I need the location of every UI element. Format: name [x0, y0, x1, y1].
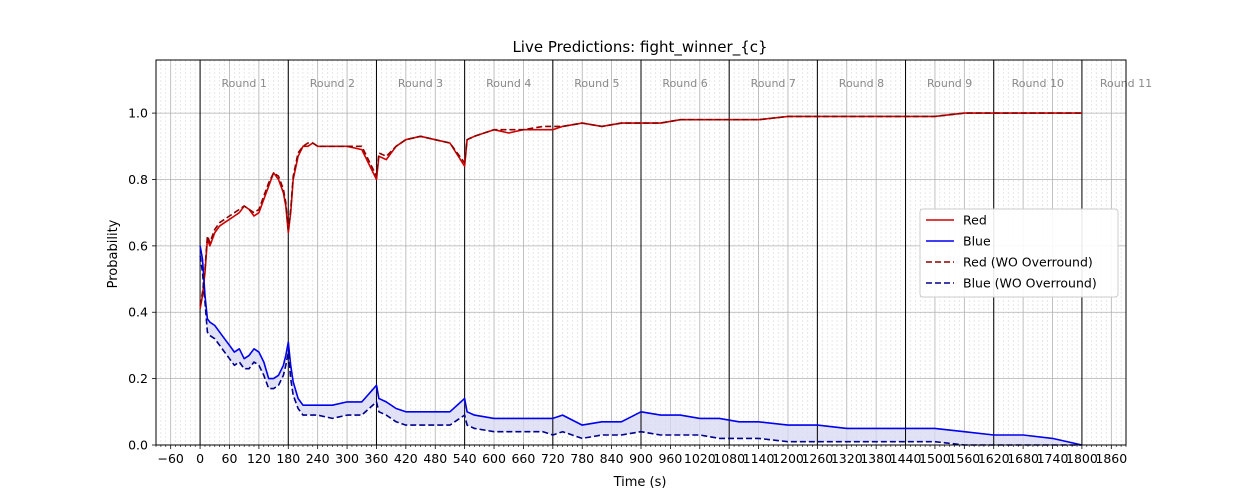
x-tick-label: 840	[600, 451, 624, 466]
x-tick-label: 300	[335, 451, 359, 466]
x-axis-ticks: −60 0 60 120 180 240 300 360 420 480 540 600 660 720 7…	[155, 445, 1127, 466]
y-axis-label: Probability	[106, 219, 121, 288]
x-tick-label: 540	[453, 451, 477, 466]
round-label-layer: Round 1 Round 2 Round 3 Round 4 Round 5 Round…	[222, 77, 1153, 90]
x-tick-label: 1560	[948, 451, 980, 466]
x-tick-label: 1500	[919, 451, 951, 466]
y-tick-label: 1.0	[128, 106, 148, 121]
legend-box	[919, 208, 1119, 298]
round-label: Round 8	[839, 77, 884, 90]
x-tick-label: 180	[276, 451, 300, 466]
x-tick-label: 1080	[713, 451, 745, 466]
x-tick-label: 240	[306, 451, 330, 466]
y-tick-label: 0.0	[128, 438, 148, 453]
x-tick-label: 0	[196, 451, 204, 466]
x-tick-label: 120	[247, 451, 271, 466]
x-tick-label: 1800	[1066, 451, 1098, 466]
round-label: Round 5	[574, 77, 619, 90]
x-tick-label: 1860	[1095, 451, 1127, 466]
x-tick-label: 1020	[684, 451, 716, 466]
round-label: Round 7	[751, 77, 796, 90]
series-line-2	[199, 245, 1083, 446]
y-tick-label: 0.2	[128, 371, 148, 386]
round-label: Round 10	[1012, 77, 1064, 90]
x-tick-label: 900	[629, 451, 653, 466]
x-tick-label: 600	[482, 451, 506, 466]
round-label: Round 3	[398, 77, 443, 90]
x-tick-label: 1440	[890, 451, 922, 466]
x-tick-label: 1680	[1007, 451, 1039, 466]
x-tick-label: 1740	[1037, 451, 1069, 466]
y-tick-label: 0.8	[128, 172, 148, 187]
x-tick-label: 1320	[831, 451, 863, 466]
round-label: Round 1	[222, 77, 267, 90]
x-tick-label: −60	[158, 451, 184, 466]
x-tick-label: 1620	[978, 451, 1010, 466]
legend-label: Blue	[963, 234, 991, 249]
round-label: Round 9	[927, 77, 972, 90]
x-tick-label: 960	[658, 451, 682, 466]
x-tick-label: 1380	[860, 451, 892, 466]
x-axis-label: Time (s)	[613, 475, 667, 490]
round-label: Round 2	[310, 77, 355, 90]
x-tick-label: 360	[365, 451, 389, 466]
series-line-1	[199, 112, 1082, 310]
x-tick-label: 720	[541, 451, 565, 466]
x-tick-label: 1200	[772, 451, 804, 466]
series-line-4	[199, 255, 1082, 446]
legend: Red Blue Red (WO Overround) Blue (WO Overro…	[919, 208, 1119, 298]
legend-label: Red	[963, 213, 987, 228]
x-tick-label: 660	[511, 451, 535, 466]
chart-title: Live Predictions: fight_winner_{c}	[512, 38, 767, 57]
x-tick-label: 1260	[801, 451, 833, 466]
x-tick-label: 60	[222, 451, 238, 466]
x-tick-label: 420	[394, 451, 418, 466]
legend-label: Red (WO Overround)	[963, 255, 1093, 270]
round-label: Round 4	[486, 77, 531, 90]
round-boundary-layer	[199, 60, 1083, 445]
legend-label: Blue (WO Overround)	[963, 276, 1097, 291]
series-line-3	[199, 112, 1082, 306]
x-tick-label: 780	[570, 451, 594, 466]
y-axis-ticks: 0.0 0.2 0.4 0.6 0.8 1.0	[128, 106, 156, 453]
y-tick-label: 0.4	[128, 305, 148, 320]
x-tick-label: 480	[423, 451, 447, 466]
round-label: Round 6	[662, 77, 707, 90]
series-layer	[199, 112, 1083, 446]
y-tick-label: 0.6	[128, 238, 148, 253]
x-tick-label: 1140	[743, 451, 775, 466]
